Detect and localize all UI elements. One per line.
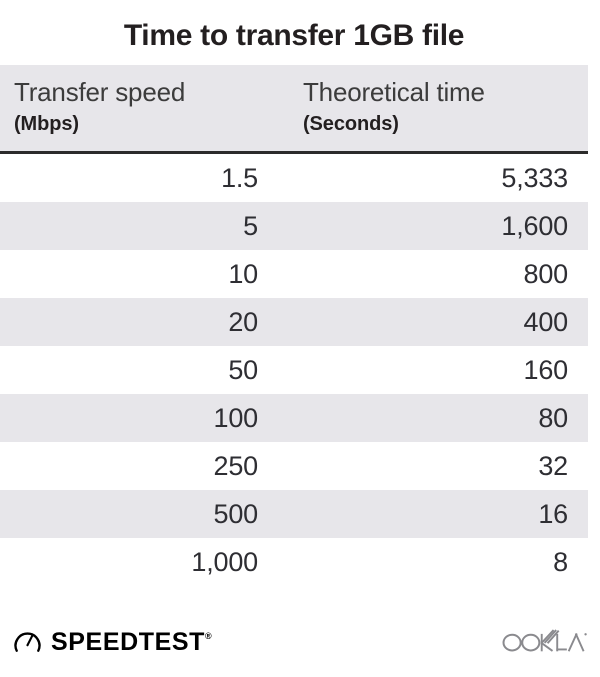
cell-theoretical-time: 800: [523, 259, 569, 289]
table-row: 10 800: [0, 250, 588, 298]
table-header-row: Transfer speed (Mbps) Theoretical time (…: [0, 65, 588, 154]
cell-transfer-speed: 1,000: [191, 547, 258, 577]
column-header-theoretical-time: Theoretical time (Seconds): [303, 75, 485, 139]
cell-transfer-speed: 250: [213, 451, 259, 481]
cell-theoretical-time: 400: [523, 307, 569, 337]
table-row: 5 1,600: [0, 202, 588, 250]
speedtest-wordmark: SPEEDTEST®: [51, 622, 212, 657]
cell-transfer-speed: 10: [228, 259, 258, 289]
table-row: 500 16: [0, 490, 588, 538]
cell-transfer-speed: 500: [213, 499, 259, 529]
trademark-symbol: ®: [205, 630, 212, 641]
cell-theoretical-time: 5,333: [501, 163, 568, 193]
cell-theoretical-time: 8: [553, 547, 568, 577]
table-row: 20 400: [0, 298, 588, 346]
speedtest-wordmark-text: SPEEDTEST: [51, 627, 206, 656]
speedtest-logo: SPEEDTEST®: [13, 622, 212, 656]
data-table: Transfer speed (Mbps) Theoretical time (…: [0, 65, 588, 586]
column-header-transfer-speed-unit: (Mbps): [14, 113, 79, 135]
table-row: 1.5 5,333: [0, 154, 588, 202]
table-row: 1,000 8: [0, 538, 588, 586]
footer: SPEEDTEST®: [0, 612, 600, 677]
table-row: 50 160: [0, 346, 588, 394]
cell-transfer-speed: 100: [213, 403, 259, 433]
cell-theoretical-time: 1,600: [501, 211, 568, 241]
table-row: 250 32: [0, 442, 588, 490]
cell-transfer-speed: 20: [228, 307, 258, 337]
column-header-transfer-speed: Transfer speed (Mbps): [14, 75, 185, 139]
column-header-theoretical-time-label: Theoretical time: [303, 77, 485, 107]
cell-theoretical-time: 32: [538, 451, 568, 481]
column-header-transfer-speed-label: Transfer speed: [14, 77, 186, 107]
cell-transfer-speed: 1.5: [221, 163, 258, 193]
cell-theoretical-time: 160: [523, 355, 569, 385]
cell-theoretical-time: 16: [538, 499, 568, 529]
ookla-wordmark: [502, 629, 587, 652]
cell-theoretical-time: 80: [538, 403, 568, 433]
page-title: Time to transfer 1GB file: [123, 19, 465, 52]
cell-transfer-speed: 50: [228, 355, 258, 385]
column-header-theoretical-time-unit: (Seconds): [303, 113, 399, 135]
table-row: 100 80: [0, 394, 588, 442]
ookla-logo: [500, 624, 588, 654]
cell-transfer-speed: 5: [243, 211, 258, 241]
speedometer-icon: [14, 632, 41, 652]
